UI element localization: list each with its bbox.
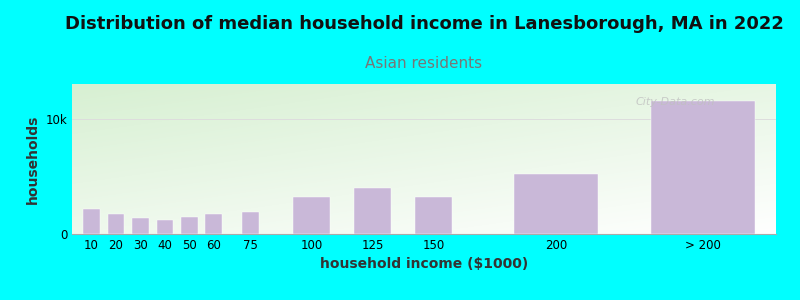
Y-axis label: households: households (26, 114, 40, 204)
Bar (514, 174, 598, 234)
Bar (157, 220, 173, 234)
Bar (206, 214, 222, 234)
Bar (242, 212, 258, 234)
Bar (132, 218, 149, 234)
Bar (650, 101, 754, 234)
Bar (83, 208, 100, 234)
Bar (181, 217, 198, 234)
Bar (108, 214, 124, 234)
Text: Asian residents: Asian residents (366, 56, 482, 70)
Bar (293, 197, 330, 234)
Text: Distribution of median household income in Lanesborough, MA in 2022: Distribution of median household income … (65, 15, 783, 33)
X-axis label: household income ($1000): household income ($1000) (320, 257, 528, 272)
Bar (415, 197, 453, 234)
Text: City-Data.com: City-Data.com (635, 97, 714, 107)
Bar (354, 188, 391, 234)
